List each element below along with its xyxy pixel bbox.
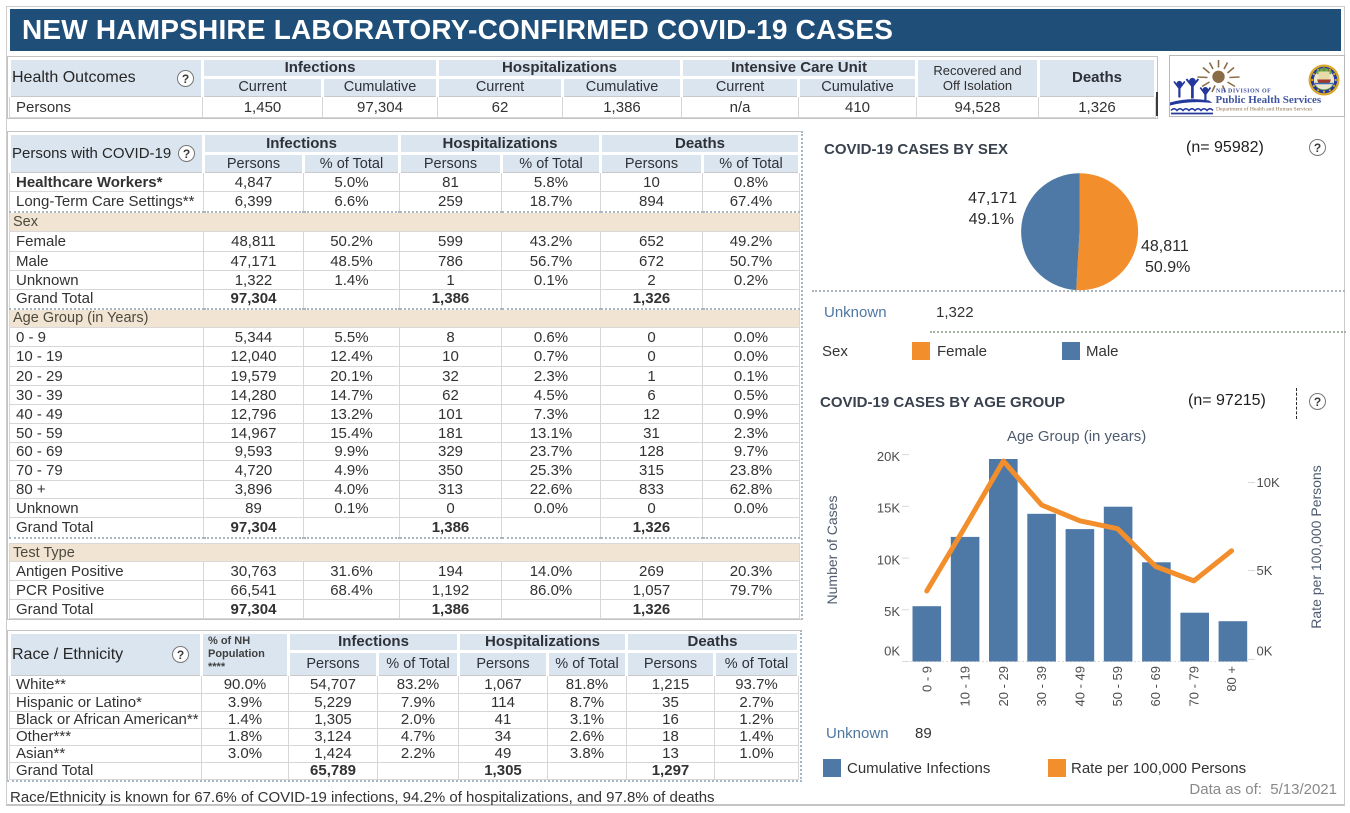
svg-text:NH DIVISION OF: NH DIVISION OF <box>1216 89 1271 95</box>
svg-text:50 - 59: 50 - 59 <box>1110 666 1125 706</box>
svg-text:30 - 39: 30 - 39 <box>1034 666 1049 706</box>
svg-text:Rate per 100,000 Persons: Rate per 100,000 Persons <box>1308 465 1324 628</box>
svg-text:70 - 79: 70 - 79 <box>1186 666 1201 706</box>
svg-text:10K: 10K <box>877 553 900 568</box>
svg-text:60 - 69: 60 - 69 <box>1148 666 1163 706</box>
svg-text:40 - 49: 40 - 49 <box>1072 666 1087 706</box>
svg-text:5K: 5K <box>1257 563 1273 578</box>
svg-text:10K: 10K <box>1257 475 1280 490</box>
svg-text:10 - 19: 10 - 19 <box>958 666 973 706</box>
svg-text:20 - 29: 20 - 29 <box>996 666 1011 706</box>
svg-text:Public Health Services: Public Health Services <box>1216 94 1322 106</box>
svg-text:0K: 0K <box>884 643 900 658</box>
svg-text:5K: 5K <box>884 604 900 619</box>
svg-text:0 - 9: 0 - 9 <box>919 666 934 692</box>
svg-text:20K: 20K <box>877 449 900 464</box>
svg-text:Department of Health and Human: Department of Health and Human Services <box>1216 106 1312 113</box>
svg-text:15K: 15K <box>877 501 900 516</box>
svg-text:Number of Cases: Number of Cases <box>824 496 840 605</box>
svg-text:0K: 0K <box>1257 643 1273 658</box>
svg-text:80 +: 80 + <box>1224 666 1239 692</box>
